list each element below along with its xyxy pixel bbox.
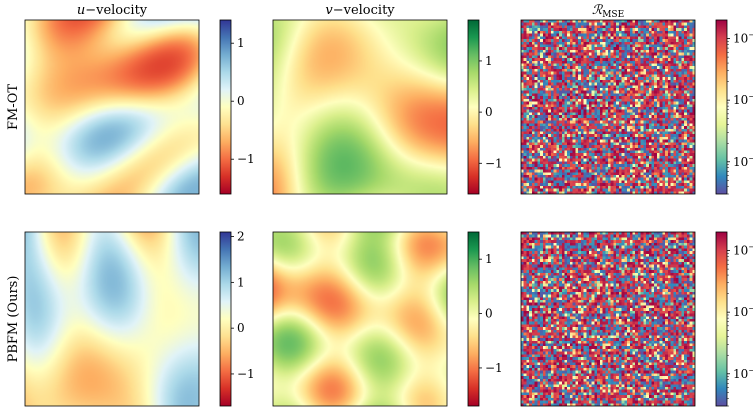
column-title: v−velocity: [325, 3, 395, 18]
panels: −101−10110−310−210−1−1012−10110−310−210−…: [24, 19, 753, 407]
heatmap-frame: [520, 19, 696, 195]
heatmap-panel: −1 0 1 2: [24, 230, 255, 407]
heatmap-frame: [272, 19, 448, 195]
colorbar-tick-label: 0: [485, 105, 493, 119]
colorbar-frame: [467, 19, 480, 195]
colorbar: [220, 20, 231, 194]
colorbar-tick-label: 0: [237, 94, 245, 108]
colorbar-tick-label: 10−1: [733, 243, 753, 258]
heatmap-panel: 10−3 10−2 10−1: [520, 19, 753, 195]
colorbar-frame: [715, 19, 728, 195]
colorbar: [716, 20, 727, 194]
colorbar-tick-label: 1: [237, 275, 245, 289]
heatmap-image: [273, 232, 447, 406]
colorbar-tick-label: 0: [237, 321, 245, 335]
heatmap-image: [273, 20, 447, 194]
colorbar-tick-label: −1: [485, 156, 503, 170]
colorbar-tick-label: 10−3: [733, 366, 753, 381]
colorbar-tick-label: −1: [237, 152, 255, 166]
heatmap-frame: [272, 231, 448, 407]
colorbar-tick-label: 10−3: [733, 154, 753, 169]
colorbar-tick-label: 10−2: [733, 92, 753, 107]
colorbar-tick-label: 0: [485, 307, 493, 321]
heatmap-image: [521, 232, 695, 406]
heatmap-image: [25, 20, 199, 194]
colorbar: [468, 232, 479, 406]
heatmap-frame: [520, 231, 696, 407]
colorbar-tick-label: 10−1: [733, 31, 753, 46]
colorbar: [468, 20, 479, 194]
colorbar-frame: [219, 19, 232, 195]
heatmap-image: [25, 232, 199, 406]
colorbar-frame: [467, 231, 480, 407]
row-label: PBFM (Ours): [6, 276, 21, 363]
heatmap-panel: −1 0 1: [272, 19, 503, 195]
heatmap-frame: [24, 231, 200, 407]
colorbar-frame: [219, 231, 232, 407]
column-title: ℛMSE: [592, 3, 624, 20]
heatmap-frame: [24, 19, 200, 195]
column-title: u−velocity: [77, 3, 148, 18]
heatmap-panel: −1 0 1: [24, 19, 255, 195]
colorbar-frame: [715, 231, 728, 407]
row-labels: FM-OT PBFM (Ours): [6, 84, 21, 363]
colorbar-tick-label: −1: [237, 367, 255, 381]
colorbar-tick-label: 1: [485, 54, 493, 68]
colorbar-tick-label: −1: [485, 361, 503, 375]
heatmap-panel: −1 0 1: [272, 231, 503, 407]
heatmap-image: [521, 20, 695, 194]
colorbar: [220, 232, 231, 406]
colorbar-tick-label: 10−2: [733, 304, 753, 319]
colorbar-tick-label: 1: [485, 252, 493, 266]
colorbar-tick-label: 1: [237, 36, 245, 50]
row-label: FM-OT: [6, 84, 21, 130]
column-titles: u−velocity v−velocity ℛMSE: [77, 3, 624, 20]
colorbar-tick-label: 2: [237, 230, 245, 244]
heatmap-panel: 10−3 10−2 10−1: [520, 231, 753, 407]
colorbar: [716, 232, 727, 406]
